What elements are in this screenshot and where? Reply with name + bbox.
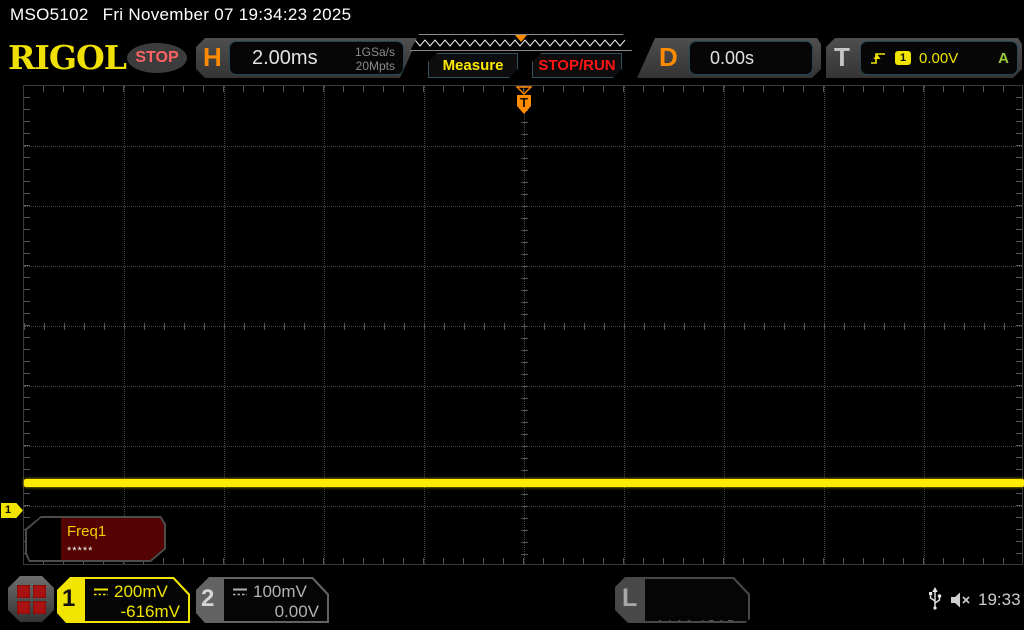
channel2-status-box[interactable]: 2 100mV 0.00V	[196, 577, 329, 623]
speaker-muted-icon[interactable]	[948, 590, 974, 615]
run-state-label: STOP	[135, 49, 179, 66]
logic-body: 0 1 2 3 4 5 6 7 8 9 10 11 12 13 14 15	[645, 579, 748, 621]
delay-value: 0.00s	[710, 48, 755, 68]
measure-button[interactable]: Measure	[428, 53, 518, 78]
delay-section[interactable]: D 0.00s	[637, 38, 821, 78]
overview-trigger-position-icon	[515, 35, 527, 42]
measure-button-label: Measure	[442, 57, 504, 74]
trigger-level-value: 0.00V	[919, 49, 959, 67]
horizontal-section[interactable]: H 2.00ms 1GSa/s 20Mpts	[196, 38, 418, 78]
rigol-logo: RIGOL	[8, 38, 127, 77]
stop-run-button[interactable]: STOP/RUN	[532, 53, 622, 78]
overview-zigzag	[415, 35, 629, 51]
menu-square	[17, 585, 30, 598]
channel-grid-icon[interactable]	[8, 576, 54, 622]
datetime-text: Fri November 07 19:34:23 2025	[102, 5, 352, 24]
measurement-value: *****	[67, 545, 94, 557]
acquisition-info: 1GSa/s 20Mpts	[355, 45, 395, 73]
trigger-source-badge: 1	[895, 51, 911, 65]
dc-coupling-icon	[232, 587, 248, 597]
stop-run-button-label: STOP/RUN	[538, 57, 616, 74]
trigger-sweep-mode: A	[998, 49, 1009, 67]
channel2-offset: 0.00V	[274, 602, 319, 621]
system-clock: 19:33	[978, 590, 1021, 609]
logic-channels-box[interactable]: L 0 1 2 3 4 5 6 7 8 9 10 11 12 13 14 15	[615, 577, 750, 623]
trigger-label: T	[834, 42, 850, 72]
measurement-result-box[interactable]: Freq1 *****	[25, 516, 166, 562]
channel1-position-marker[interactable]: 1	[1, 503, 23, 518]
timebase-panel: 2.00ms 1GSa/s 20Mpts	[229, 41, 404, 75]
channel1-marker-label: 1	[5, 504, 12, 516]
horizontal-label: H	[203, 42, 222, 72]
top-info-bar: MSO5102 Fri November 07 19:34:23 2025	[10, 5, 351, 25]
memory-depth: 20Mpts	[355, 59, 395, 73]
waveform-overview-strip[interactable]	[410, 34, 632, 51]
logic-row1: 0 1 2 3 4 5 6 7	[657, 620, 734, 630]
graticule: T	[23, 85, 1024, 565]
menu-square	[33, 601, 46, 614]
trigger-marker-letter: T	[520, 95, 528, 110]
measurement-title: Freq1	[67, 523, 107, 540]
rising-edge-icon	[869, 51, 887, 65]
delay-label: D	[659, 42, 678, 72]
channel1-offset: -616mV	[120, 602, 180, 621]
channel2-scale: 100mV	[253, 582, 307, 601]
timebase-value: 2.00ms	[252, 47, 318, 69]
sample-rate: 1GSa/s	[354, 45, 395, 59]
channel1-body: 200mV -616mV	[85, 579, 188, 621]
delay-panel: 0.00s	[689, 41, 813, 75]
channel1-waveform-trace	[24, 479, 1024, 487]
usb-icon	[927, 586, 943, 615]
trigger-position-marker[interactable]: T	[515, 86, 533, 116]
trigger-section[interactable]: T 1 0.00V A	[826, 38, 1022, 78]
menu-square	[33, 585, 46, 598]
graticule-center-horizontal-ticks	[24, 323, 1022, 330]
run-state-indicator[interactable]: STOP	[127, 43, 187, 73]
dc-coupling-icon	[93, 587, 109, 597]
channel1-scale: 200mV	[114, 582, 168, 601]
trigger-panel: 1 0.00V A	[860, 41, 1018, 75]
channel1-number: 1	[62, 585, 76, 612]
channel2-body: 100mV 0.00V	[224, 579, 327, 621]
channel1-status-box[interactable]: 1 200mV -616mV	[57, 577, 190, 623]
logic-label: L	[622, 584, 638, 612]
measurement-highlight	[61, 518, 164, 560]
measurement-inner: Freq1 *****	[27, 518, 164, 560]
model-name: MSO5102	[10, 5, 89, 24]
channel2-number: 2	[201, 585, 215, 612]
menu-square	[17, 601, 30, 614]
